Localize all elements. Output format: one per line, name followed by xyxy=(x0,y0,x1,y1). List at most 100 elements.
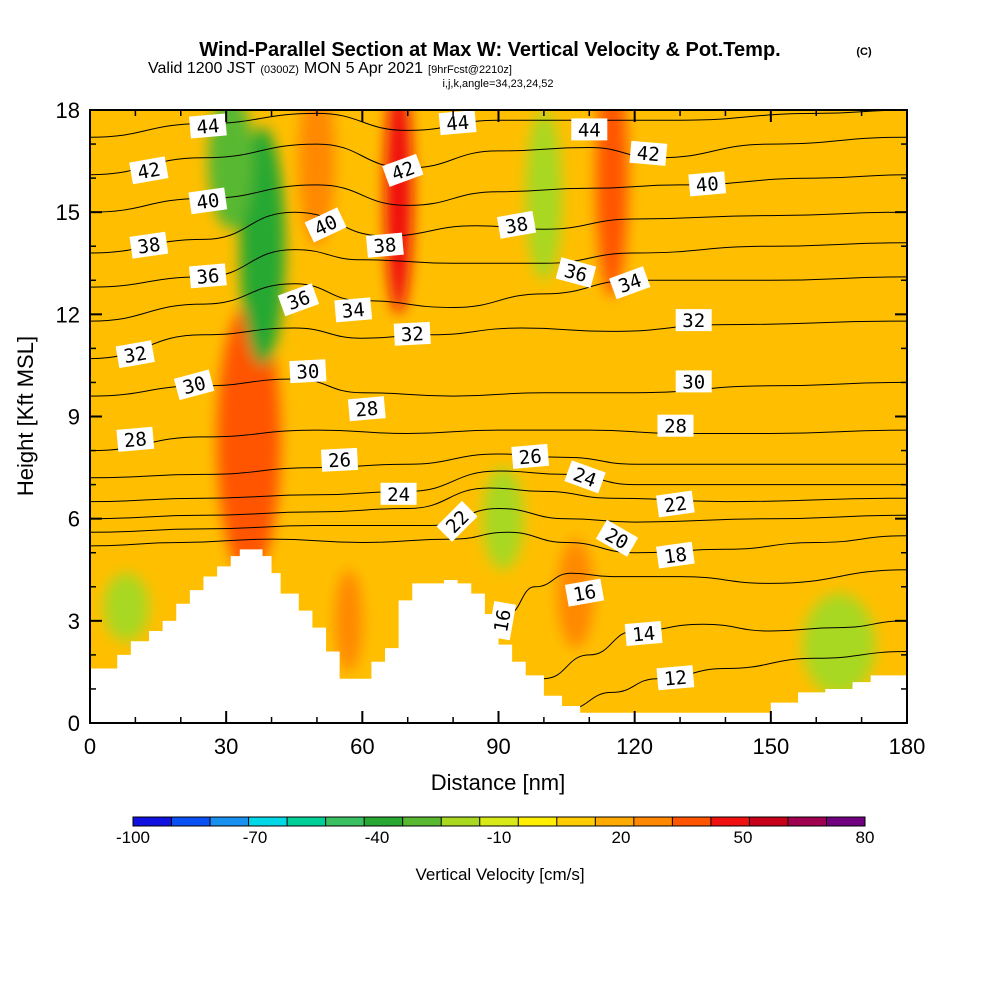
colorbar-swatch xyxy=(595,817,635,826)
contour-label-28: 28 xyxy=(116,426,155,452)
contour-label-text: 38 xyxy=(136,234,162,259)
contour-label-text: 22 xyxy=(663,493,689,518)
contour-label-28: 28 xyxy=(347,396,386,422)
colorbar-tick-label: -70 xyxy=(243,828,268,847)
contour-label-text: 16 xyxy=(490,608,516,634)
y-tick-label: 9 xyxy=(68,405,80,430)
contour-label-32: 32 xyxy=(393,321,431,346)
theta-contour-32 xyxy=(90,320,907,360)
contour-label-text: 26 xyxy=(328,449,352,472)
updraft-cell-1 xyxy=(217,304,281,577)
copyright-mark: (C) xyxy=(856,46,872,58)
contour-label-text: 40 xyxy=(195,189,221,214)
contour-label-text: 28 xyxy=(664,416,687,438)
theta-contour-12 xyxy=(566,651,907,710)
colorbar-tick-label: 80 xyxy=(856,828,875,847)
contour-label-26: 26 xyxy=(320,447,359,472)
colorbar-swatch xyxy=(248,817,288,826)
colorbar-tick-label: -40 xyxy=(365,828,390,847)
colorbar-swatch xyxy=(826,817,866,826)
contour-label-text: 14 xyxy=(631,623,656,647)
y-tick-label: 18 xyxy=(56,98,80,123)
colorbar-swatch xyxy=(210,817,250,826)
contour-label-44: 44 xyxy=(571,118,608,141)
y-tick-label: 6 xyxy=(68,507,80,532)
theta-contour-38 xyxy=(90,211,907,254)
theta-contour-28 xyxy=(90,429,907,452)
contour-label-text: 38 xyxy=(373,234,398,258)
contour-label-40: 40 xyxy=(688,171,727,197)
theta-contour-30 xyxy=(90,378,907,397)
contour-label-text: 30 xyxy=(296,361,320,384)
theta-contour-34 xyxy=(90,276,907,322)
colorbar-tick-label: 20 xyxy=(612,828,631,847)
theta-contour-20 xyxy=(90,507,907,533)
contour-label-22: 22 xyxy=(656,490,695,518)
contour-label-42: 42 xyxy=(629,140,668,166)
colorbar-swatch xyxy=(364,817,404,826)
theta-contour-44 xyxy=(90,110,907,138)
downdraft-cell-12 xyxy=(802,593,876,696)
colorbar-swatch xyxy=(287,817,327,826)
contour-label-text: 44 xyxy=(196,115,221,139)
colorbar-swatch xyxy=(749,817,789,826)
theta-contour-24 xyxy=(90,470,907,503)
grid-index-label: i,j,k,angle=34,23,24,52 xyxy=(442,78,553,90)
colorbar-swatch xyxy=(556,817,596,826)
contour-label-30: 30 xyxy=(289,359,327,384)
y-tick-label: 12 xyxy=(56,302,80,327)
contour-label-42: 42 xyxy=(129,156,169,185)
colorbar-swatch xyxy=(171,817,211,826)
chart-title: Wind-Parallel Section at Max W: Vertical… xyxy=(199,39,780,61)
contour-label-30: 30 xyxy=(675,370,712,393)
theta-contour-26 xyxy=(90,453,907,479)
contour-label-text: 42 xyxy=(136,158,162,184)
contour-label-text: 16 xyxy=(572,581,598,607)
colorbar-frame xyxy=(132,816,866,827)
colorbar-swatch xyxy=(133,817,173,826)
x-tick-label: 0 xyxy=(84,734,96,759)
colorbar-swatch xyxy=(710,817,750,826)
colorbar-title: Vertical Velocity [cm/s] xyxy=(415,865,584,884)
colorbar-tick-label: -100 xyxy=(116,828,150,847)
y-tick-label: 15 xyxy=(56,200,80,225)
colorbar-swatch xyxy=(441,817,481,826)
theta-contour-18 xyxy=(90,531,907,554)
contour-label-text: 36 xyxy=(196,265,221,289)
contour-label-26: 26 xyxy=(511,443,550,469)
contour-label-text: 28 xyxy=(355,398,380,422)
updraft-cell-6 xyxy=(335,569,363,672)
contour-label-text: 30 xyxy=(682,371,705,393)
contour-label-text: 12 xyxy=(663,667,688,691)
chart-subtitle: Valid 1200 JST (0300Z) MON 5 Apr 2021 [9hrF… xyxy=(148,60,512,77)
contour-label-44: 44 xyxy=(438,110,477,136)
contour-label-18: 18 xyxy=(656,541,695,569)
contour-label-34: 34 xyxy=(334,297,373,323)
contour-label-text: 32 xyxy=(400,323,424,346)
contour-label-36: 36 xyxy=(189,263,227,289)
contour-label-32: 32 xyxy=(675,309,712,332)
theta-contour-16 xyxy=(507,569,907,615)
contour-label-text: 24 xyxy=(387,484,410,506)
contour-label-16: 16 xyxy=(488,600,516,641)
x-tick-label: 90 xyxy=(486,734,510,759)
theta-contours xyxy=(90,110,907,710)
contour-label-text: 44 xyxy=(578,119,601,141)
y-axis-title: Height [Kft MSL] xyxy=(13,336,38,496)
contour-label-text: 34 xyxy=(341,299,366,323)
updraft-cell-4 xyxy=(596,110,628,298)
contour-label-text: 18 xyxy=(663,544,689,569)
contour-label-32: 32 xyxy=(115,340,155,369)
colorbar-swatch xyxy=(633,817,673,826)
contour-label-text: 42 xyxy=(636,142,661,166)
downdraft-cell-11 xyxy=(482,467,524,570)
contour-label-text: 32 xyxy=(682,310,705,332)
contour-label-text: 28 xyxy=(123,428,148,452)
theta-contour-40 xyxy=(90,174,907,213)
x-axis-title: Distance [nm] xyxy=(431,770,566,795)
theta-contour-42 xyxy=(90,136,907,176)
contour-label-40: 40 xyxy=(188,187,228,214)
downdraft-cell-13 xyxy=(103,573,150,642)
